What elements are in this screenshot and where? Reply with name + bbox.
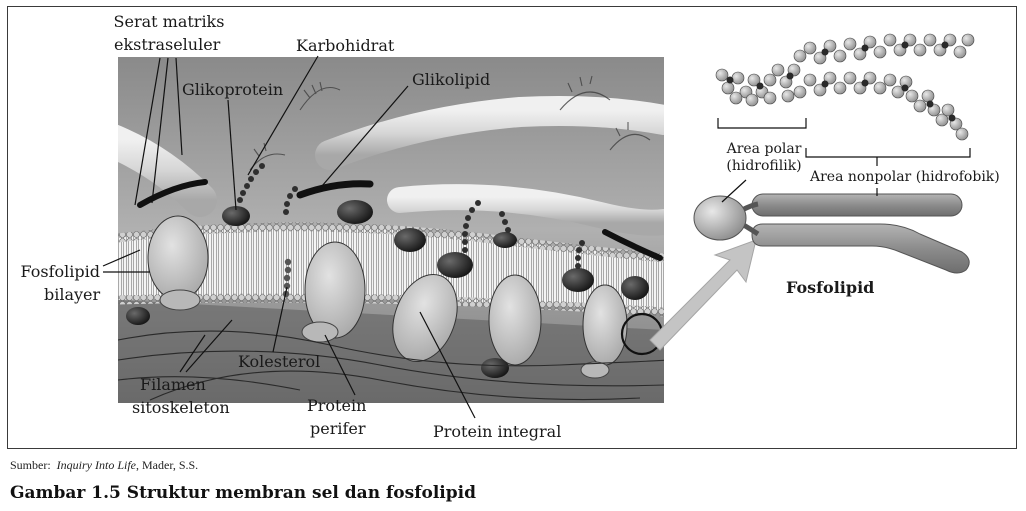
label-area-nonpolar: Area nonpolar (hidrofobik) [810,169,1000,185]
label-protein-perifer-2: perifer [310,419,366,438]
source-credit: Sumber: Inquiry Into Life, Mader, S.S. [10,458,198,473]
integral-proteins [147,215,628,366]
leader-lines [102,55,878,419]
label-karbohidrat: Karbohidrat [296,36,395,55]
label-glikoprotein: Glikoprotein [182,80,284,99]
figure-caption: Gambar 1.5 Struktur membran sel dan fosf… [10,483,476,503]
area-brackets [717,118,971,166]
label-filamen-1: Filamen [140,375,206,394]
lipid-tail-upper [751,193,963,217]
ecm-fiber [315,96,664,170]
bead-chains [237,163,585,269]
zoom-arrow [649,239,757,351]
cholesterol [282,258,292,298]
source-title: Inquiry Into Life [56,458,136,472]
ecm-fiber [387,184,664,236]
label-fosfolipid-bilayer-2: bilayer [44,285,101,304]
dark-protein-caps [126,200,649,378]
cytoskeleton [118,330,664,401]
outer-heads [118,222,664,263]
source-suffix: , Mader, S.S. [136,458,199,472]
label-serat-matriks-line1: Serat matriks [113,12,225,31]
peripheral-proteins [159,289,610,379]
label-protein-integral: Protein integral [433,422,562,441]
label-filamen-2: sitoskeleton [132,398,230,417]
label-protein-perifer-1: Protein [307,396,367,415]
label-glikolipid: Glikolipid [412,70,491,89]
source-prefix: Sumber: [10,458,51,472]
lipid-tail-lower [751,223,970,274]
label-serat-matriks-line2: ekstraseluler [114,35,221,54]
label-area-polar-2: (hidrofilik) [726,158,802,174]
label-area-polar-1: Area polar [726,141,802,157]
label-fosfolipid-bilayer-1: Fosfolipid [20,262,100,281]
label-kolesterol: Kolesterol [238,352,321,371]
phospholipid-schematic [693,193,970,274]
polar-head [693,195,747,241]
phospholipid-chain-model [715,33,975,141]
ecm-fiber [118,124,217,217]
label-serat-matriks: Serat matriks [104,12,234,32]
label-fosfolipid: Fosfolipid [786,278,875,297]
